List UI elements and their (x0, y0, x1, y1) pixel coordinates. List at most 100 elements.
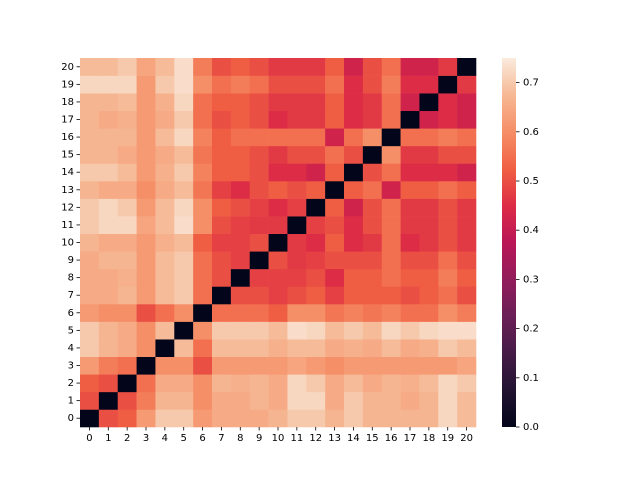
heatmap-cell (344, 181, 364, 199)
heatmap-cell (155, 233, 175, 252)
heatmap-cell (457, 110, 477, 129)
heatmap-cell (98, 233, 119, 252)
heatmap-cell (344, 409, 364, 428)
heatmap-cell (193, 181, 213, 199)
heatmap-cell (381, 93, 401, 112)
heatmap-cell (306, 58, 326, 76)
y-tick-label: 3 (68, 361, 74, 372)
heatmap-cell (230, 163, 251, 182)
heatmap-cell (268, 93, 288, 112)
heatmap-cell (80, 321, 100, 340)
heatmap-cell (249, 268, 269, 287)
heatmap-cell (362, 128, 383, 147)
heatmap-cell (249, 145, 269, 164)
heatmap-cell (325, 181, 345, 199)
heatmap-cell (287, 409, 307, 428)
y-tick-label: 5 (68, 325, 74, 336)
heatmap-cell (325, 163, 345, 182)
heatmap-cell (362, 356, 383, 375)
heatmap-cell (306, 145, 326, 164)
x-tick-label: 10 (272, 433, 285, 444)
heatmap-cell (230, 181, 251, 199)
heatmap-cell (193, 216, 213, 235)
x-tick-label: 6 (199, 433, 205, 444)
heatmap-cell (362, 93, 383, 112)
heatmap-cell (344, 356, 364, 375)
heatmap-cell (344, 145, 364, 164)
heatmap-cell (287, 58, 307, 76)
heatmap-cell (212, 181, 232, 199)
heatmap-cell (80, 93, 100, 112)
y-tick-label: 8 (68, 273, 74, 284)
heatmap-cell (98, 321, 119, 340)
heatmap-cell (249, 391, 269, 410)
heatmap-cell (249, 93, 269, 112)
heatmap-cell (438, 145, 458, 164)
x-tick-label: 1 (105, 433, 111, 444)
heatmap-cell (306, 339, 326, 358)
heatmap-cell (344, 286, 364, 305)
heatmap-cell (98, 58, 119, 76)
x-tick-label: 9 (256, 433, 262, 444)
y-tick-label: 17 (61, 115, 74, 126)
heatmap-cell (381, 356, 401, 375)
heatmap-cell (80, 145, 100, 164)
heatmap-cell (325, 356, 345, 375)
heatmap-cell (174, 409, 194, 428)
heatmap-cell (98, 110, 119, 129)
heatmap-cell (381, 286, 401, 305)
colorbar-tick-label: 0.1 (523, 373, 539, 384)
heatmap-cell (457, 356, 477, 375)
heatmap-cell (400, 163, 420, 182)
heatmap-cell (362, 216, 383, 235)
heatmap-cell (362, 163, 383, 182)
heatmap-cell (136, 198, 156, 217)
heatmap-cell (230, 286, 251, 305)
heatmap-cell (438, 286, 458, 305)
heatmap-cell (419, 321, 439, 340)
heatmap-cell (457, 391, 477, 410)
heatmap-cell (362, 251, 383, 270)
heatmap-cell (249, 216, 269, 235)
heatmap-cell (80, 304, 100, 322)
y-tick-label: 20 (61, 62, 74, 73)
heatmap-cell (381, 58, 401, 76)
heatmap-cell (80, 75, 100, 94)
colorbar-tick-label: 0.3 (523, 274, 539, 285)
heatmap-cell (438, 181, 458, 199)
heatmap-cell (212, 93, 232, 112)
y-tick-label: 12 (61, 202, 74, 213)
heatmap-cell (117, 374, 137, 393)
heatmap-cell (306, 110, 326, 129)
heatmap-cell (117, 233, 137, 252)
heatmap-cell (438, 128, 458, 147)
heatmap-cell (249, 181, 269, 199)
heatmap-cell (381, 409, 401, 428)
heatmap-cell (80, 339, 100, 358)
heatmap-cell (381, 233, 401, 252)
heatmap-cell (457, 268, 477, 287)
heatmap-cell (249, 198, 269, 217)
heatmap-cell (438, 391, 458, 410)
heatmap-cell (268, 251, 288, 270)
heatmap-cell (155, 145, 175, 164)
heatmap-cell (325, 58, 345, 76)
heatmap-cell (212, 321, 232, 340)
heatmap-cell (268, 321, 288, 340)
heatmap-cell (381, 268, 401, 287)
heatmap-cell (98, 356, 119, 375)
heatmap-cell (212, 286, 232, 305)
heatmap-cell (155, 409, 175, 428)
heatmap-cell (419, 268, 439, 287)
heatmap-cell (362, 181, 383, 199)
heatmap-cell (117, 163, 137, 182)
heatmap-cell (400, 286, 420, 305)
heatmap-cell (174, 391, 194, 410)
heatmap-cell (98, 391, 119, 410)
heatmap-cell (136, 321, 156, 340)
heatmap-cell (98, 286, 119, 305)
heatmap-cell (136, 181, 156, 199)
heatmap-cell (249, 110, 269, 129)
heatmap-cell (136, 128, 156, 147)
heatmap-cell (80, 110, 100, 129)
